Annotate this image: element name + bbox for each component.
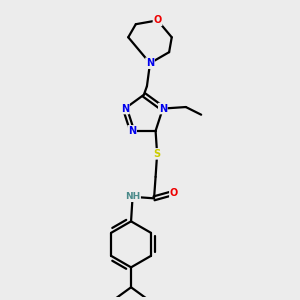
Text: O: O xyxy=(153,15,162,26)
Text: N: N xyxy=(159,103,167,114)
Text: O: O xyxy=(170,188,178,198)
Text: N: N xyxy=(121,103,129,114)
Text: S: S xyxy=(154,149,161,159)
Text: NH: NH xyxy=(125,192,140,201)
Text: N: N xyxy=(128,126,136,136)
Text: N: N xyxy=(146,58,154,68)
